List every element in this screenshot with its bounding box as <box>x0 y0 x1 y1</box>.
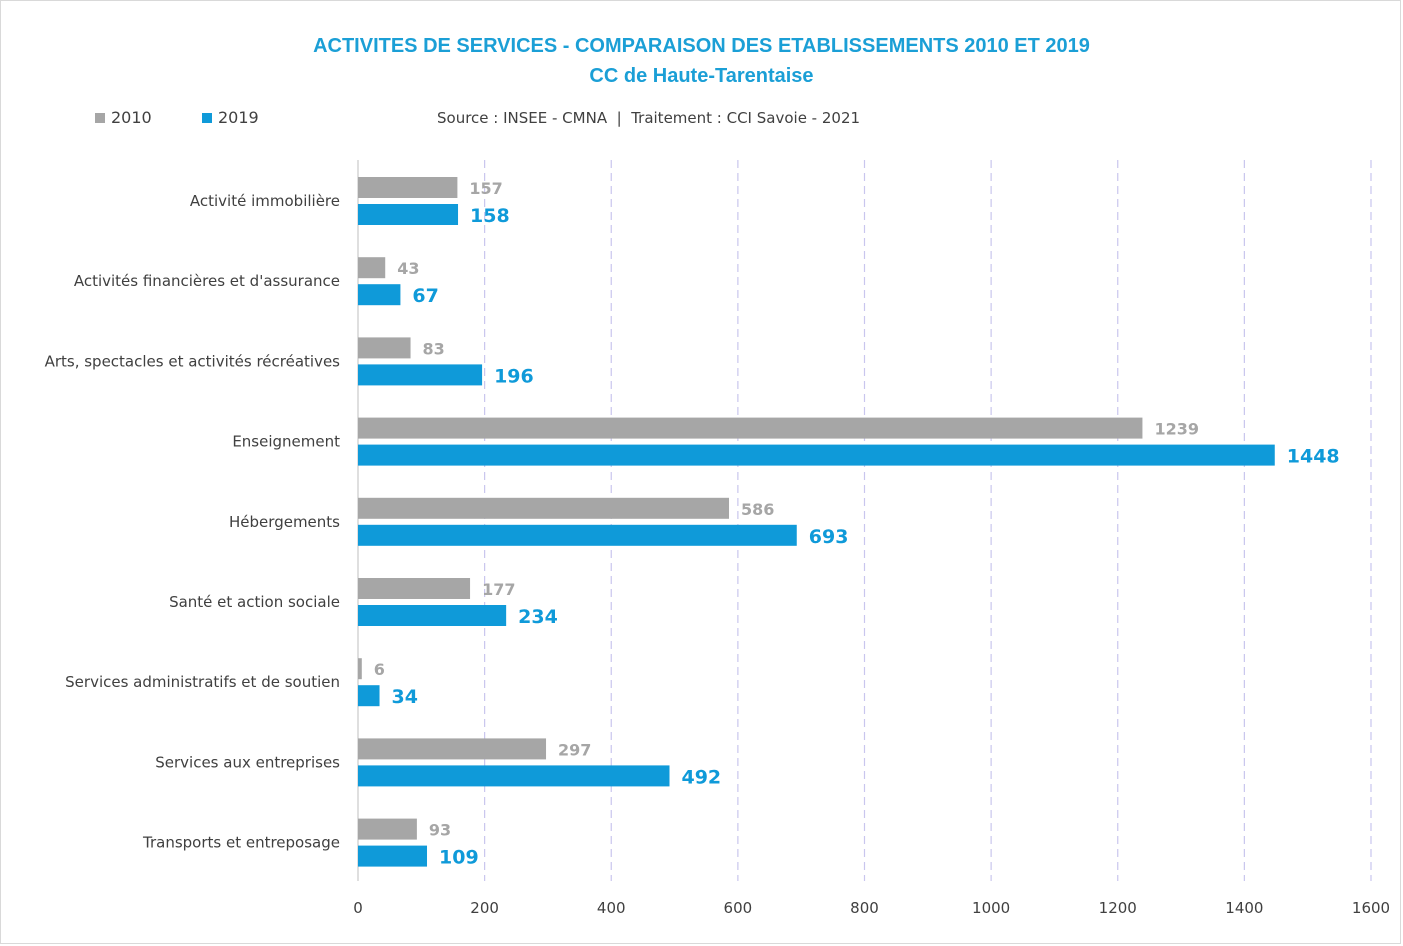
bar-2019 <box>358 364 483 386</box>
data-label-2019: 109 <box>439 847 479 869</box>
category-label: Santé et action sociale <box>169 593 340 611</box>
data-label-2010: 43 <box>397 259 419 278</box>
category-label: Activité immobilière <box>190 192 340 210</box>
bar-2019 <box>358 765 670 787</box>
source-note: Source : INSEE - CMNA | Traitement : CCI… <box>437 109 861 127</box>
data-label-2010: 83 <box>423 339 445 358</box>
legend-label-2010: 2010 <box>111 108 152 127</box>
category-label: Activités financières et d'assurance <box>74 272 340 290</box>
category-label: Transports et entreposage <box>142 834 340 852</box>
bar-2019 <box>358 284 401 306</box>
category-label: Hébergements <box>229 513 340 531</box>
bar-2010 <box>358 177 458 198</box>
x-tick-label-1200: 1200 <box>1099 899 1137 917</box>
data-label-2010: 6 <box>374 660 385 679</box>
bar-2010 <box>358 578 471 599</box>
legend-swatch-2019 <box>202 112 212 123</box>
data-label-2019: 234 <box>518 606 558 628</box>
data-label-2019: 492 <box>681 766 721 788</box>
data-label-2010: 177 <box>482 580 515 599</box>
bar-2010 <box>358 417 1143 439</box>
x-tick-label-1400: 1400 <box>1225 899 1263 917</box>
x-tick-label-600: 600 <box>724 899 753 917</box>
category-label: Enseignement <box>232 433 340 451</box>
data-label-2019: 1448 <box>1287 446 1340 468</box>
bar-2019 <box>358 685 380 707</box>
x-tick-label-0: 0 <box>353 899 363 917</box>
bar-2010 <box>358 818 417 840</box>
x-tick-label-1000: 1000 <box>972 899 1010 917</box>
data-label-2010: 297 <box>558 740 591 759</box>
bar-2019 <box>358 524 797 546</box>
legend-swatch-2010 <box>95 112 105 123</box>
category-label: Arts, spectacles et activités récréative… <box>45 352 341 370</box>
data-label-2019: 67 <box>412 285 438 307</box>
data-label-2010: 586 <box>741 500 774 519</box>
x-tick-label-800: 800 <box>850 899 879 917</box>
bar-2019 <box>358 204 459 225</box>
legend-label-2019: 2019 <box>218 108 259 127</box>
x-tick-label-400: 400 <box>597 899 626 917</box>
data-label-2019: 693 <box>809 526 849 548</box>
bar-2019 <box>358 845 428 867</box>
data-label-2010: 157 <box>469 179 502 198</box>
bar-2019 <box>358 444 1275 466</box>
bar-2010 <box>358 738 547 760</box>
chart-title: ACTIVITES DE SERVICES - COMPARAISON DES … <box>313 35 1090 57</box>
chart-subtitle: CC de Haute-Tarentaise <box>589 65 814 87</box>
bar-2010 <box>358 658 362 680</box>
legend-item-2010: 2010 <box>95 108 152 127</box>
bar-2010 <box>358 257 386 279</box>
bar-2010 <box>358 497 730 519</box>
category-label: Services aux entreprises <box>155 753 340 771</box>
data-label-2019: 34 <box>392 686 418 708</box>
x-tick-label-200: 200 <box>470 899 499 917</box>
x-tick-label-1600: 1600 <box>1352 899 1390 917</box>
bar-2019 <box>358 605 507 626</box>
category-label: Services administratifs et de soutien <box>65 673 340 691</box>
data-label-2010: 1239 <box>1154 420 1199 439</box>
bar-2010 <box>358 337 411 359</box>
data-label-2019: 196 <box>494 365 534 387</box>
data-label-2010: 93 <box>429 821 451 840</box>
legend-item-2019: 2019 <box>202 108 259 127</box>
data-label-2019: 158 <box>470 205 510 227</box>
